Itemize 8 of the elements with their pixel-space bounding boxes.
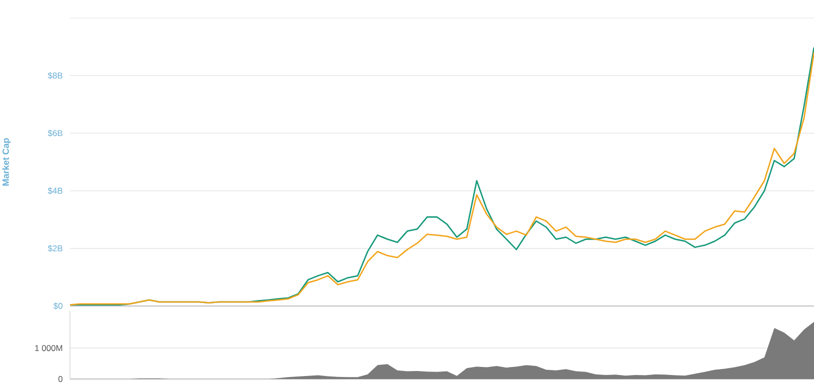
y-tick-label: $0 xyxy=(53,302,62,310)
y-tick-label: $6B xyxy=(48,130,62,137)
y-tick-label: 1 000M xyxy=(35,345,62,352)
y-tick-label: $8B xyxy=(48,72,62,80)
y-axis-title: Market Cap xyxy=(2,138,11,186)
y-tick-label: 0 xyxy=(58,376,62,382)
y-tick-label: $2B xyxy=(48,244,62,252)
y-tick-label: $4B xyxy=(48,187,62,194)
